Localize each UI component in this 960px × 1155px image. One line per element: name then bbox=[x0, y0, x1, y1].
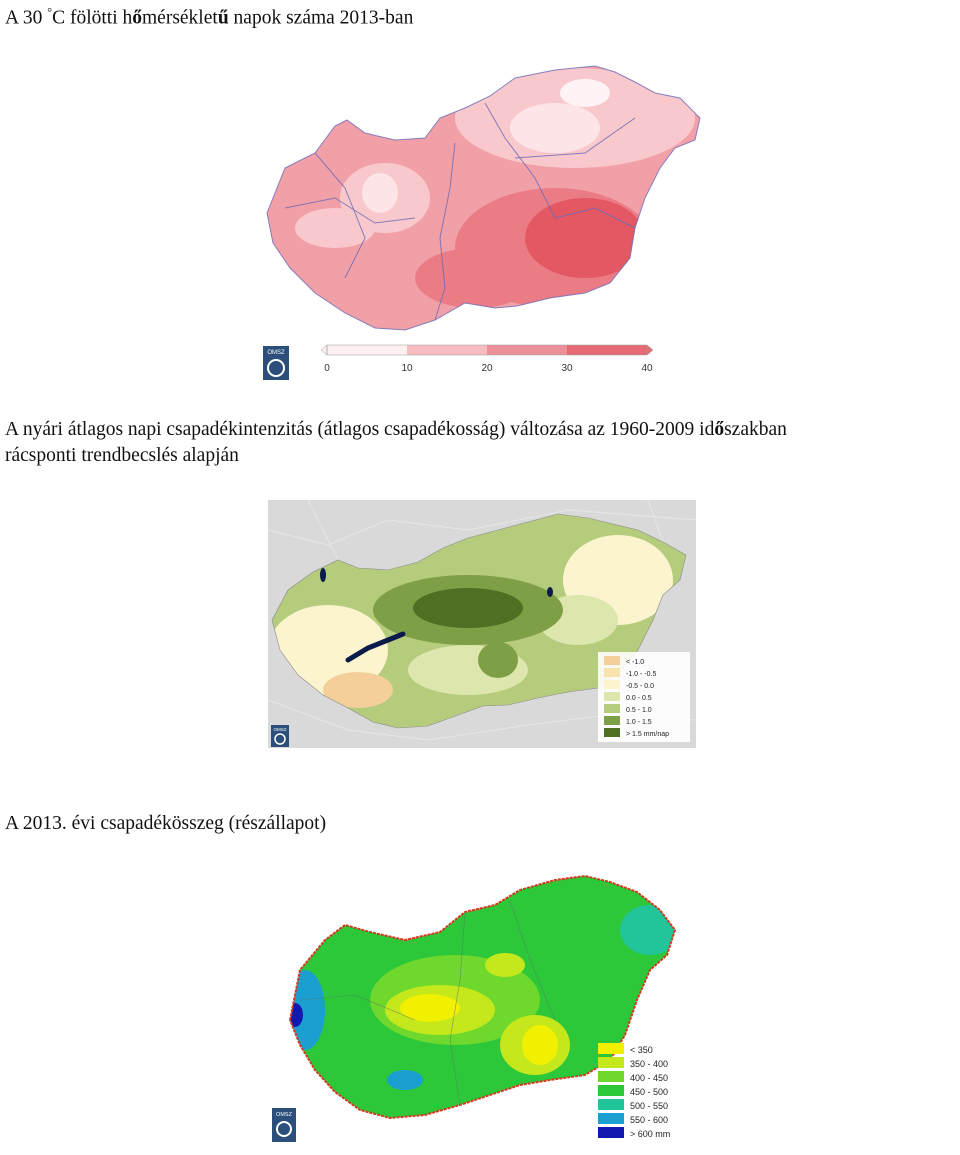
trend-legend-label: 0.5 - 1.0 bbox=[626, 707, 652, 714]
figure1-caption: A 30 °C fölötti hőmérsékletű napok száma… bbox=[5, 5, 414, 29]
scale-tick: 40 bbox=[641, 363, 653, 374]
scale-tick: 30 bbox=[561, 363, 573, 374]
hot-days-map: OMSZ 0 10 20 30 40 bbox=[263, 65, 701, 380]
trend-legend-swatch bbox=[604, 716, 620, 725]
precip-legend-swatch bbox=[598, 1127, 624, 1138]
precip-legend-swatch bbox=[598, 1043, 624, 1054]
scale-tick: 20 bbox=[481, 363, 493, 374]
precip-legend-swatch bbox=[598, 1071, 624, 1082]
figure2-caption-line1: A nyári átlagos napi csapadékintenzitás … bbox=[5, 419, 787, 440]
precip-legend-label: 450 - 500 bbox=[630, 1087, 668, 1097]
figure3-caption: A 2013. évi csapadékösszeg (részállapot) bbox=[5, 813, 327, 834]
precip-trend-map-figure: < -1.0 -1.0 - -0.5 -0.5 - 0.0 0.0 - 0.5 0.5 … bbox=[267, 499, 697, 748]
precip-legend-swatch bbox=[598, 1113, 624, 1124]
precip-legend-label: 500 - 550 bbox=[630, 1101, 668, 1111]
annual-precip-legend: < 350 350 - 400 400 - 450 450 - 500 500 - 55… bbox=[598, 1043, 670, 1139]
precip-legend-label: < 350 bbox=[630, 1045, 653, 1055]
omsz-logo: OMSZ bbox=[272, 1108, 296, 1142]
scale-tick: 0 bbox=[324, 363, 330, 374]
precip-legend-label: 350 - 400 bbox=[630, 1059, 668, 1069]
precip-trend-map: < -1.0 -1.0 - -0.5 -0.5 - 0.0 0.0 - 0.5 0.5 … bbox=[267, 499, 697, 748]
trend-legend-swatch bbox=[604, 656, 620, 665]
trend-legend-label: 0.0 - 0.5 bbox=[626, 695, 652, 702]
precip-trend-map-shape bbox=[271, 513, 687, 729]
precip-legend-label: 550 - 600 bbox=[630, 1115, 668, 1125]
trend-legend-label: 1.0 - 1.5 bbox=[626, 719, 652, 726]
trend-legend-label: < -1.0 bbox=[626, 659, 644, 666]
svg-text:OMSZ: OMSZ bbox=[267, 350, 285, 356]
trend-legend-swatch bbox=[604, 692, 620, 701]
scale-tick: 10 bbox=[401, 363, 413, 374]
omsz-logo: OMSZ bbox=[263, 346, 289, 380]
precip-legend-label: > 600 mm bbox=[630, 1129, 670, 1139]
omsz-logo: OMSZ bbox=[271, 725, 289, 747]
trend-legend-label: > 1.5 mm/nap bbox=[626, 731, 669, 738]
trend-legend-swatch bbox=[604, 668, 620, 677]
annual-precip-map: < 350 350 - 400 400 - 450 450 - 500 500 - 55… bbox=[272, 874, 677, 1142]
trend-legend-label: -1.0 - -0.5 bbox=[626, 671, 656, 678]
trend-legend-swatch bbox=[604, 680, 620, 689]
precip-legend-swatch bbox=[598, 1057, 624, 1068]
svg-text:OMSZ: OMSZ bbox=[276, 1112, 293, 1118]
annual-precip-map-shape bbox=[288, 874, 677, 1120]
precip-legend-swatch bbox=[598, 1099, 624, 1110]
trend-legend-swatch bbox=[604, 728, 620, 737]
annual-precip-map-figure: < 350 350 - 400 400 - 450 450 - 500 500 - 55… bbox=[265, 870, 695, 1150]
trend-legend-label: -0.5 - 0.0 bbox=[626, 683, 654, 690]
precip-legend-label: 400 - 450 bbox=[630, 1073, 668, 1083]
trend-legend-swatch bbox=[604, 704, 620, 713]
precip-trend-legend: < -1.0 -1.0 - -0.5 -0.5 - 0.0 0.0 - 0.5 0.5 … bbox=[598, 652, 690, 742]
hot-days-map-shape bbox=[266, 65, 701, 331]
figure2-caption-line2: rácsponti trendbecslés alapján bbox=[5, 445, 239, 466]
hot-days-map-figure: OMSZ 0 10 20 30 40 bbox=[255, 58, 715, 388]
precip-legend-swatch bbox=[598, 1085, 624, 1096]
svg-text:OMSZ: OMSZ bbox=[274, 727, 287, 732]
hot-days-color-scale: 0 10 20 30 40 bbox=[320, 344, 654, 374]
